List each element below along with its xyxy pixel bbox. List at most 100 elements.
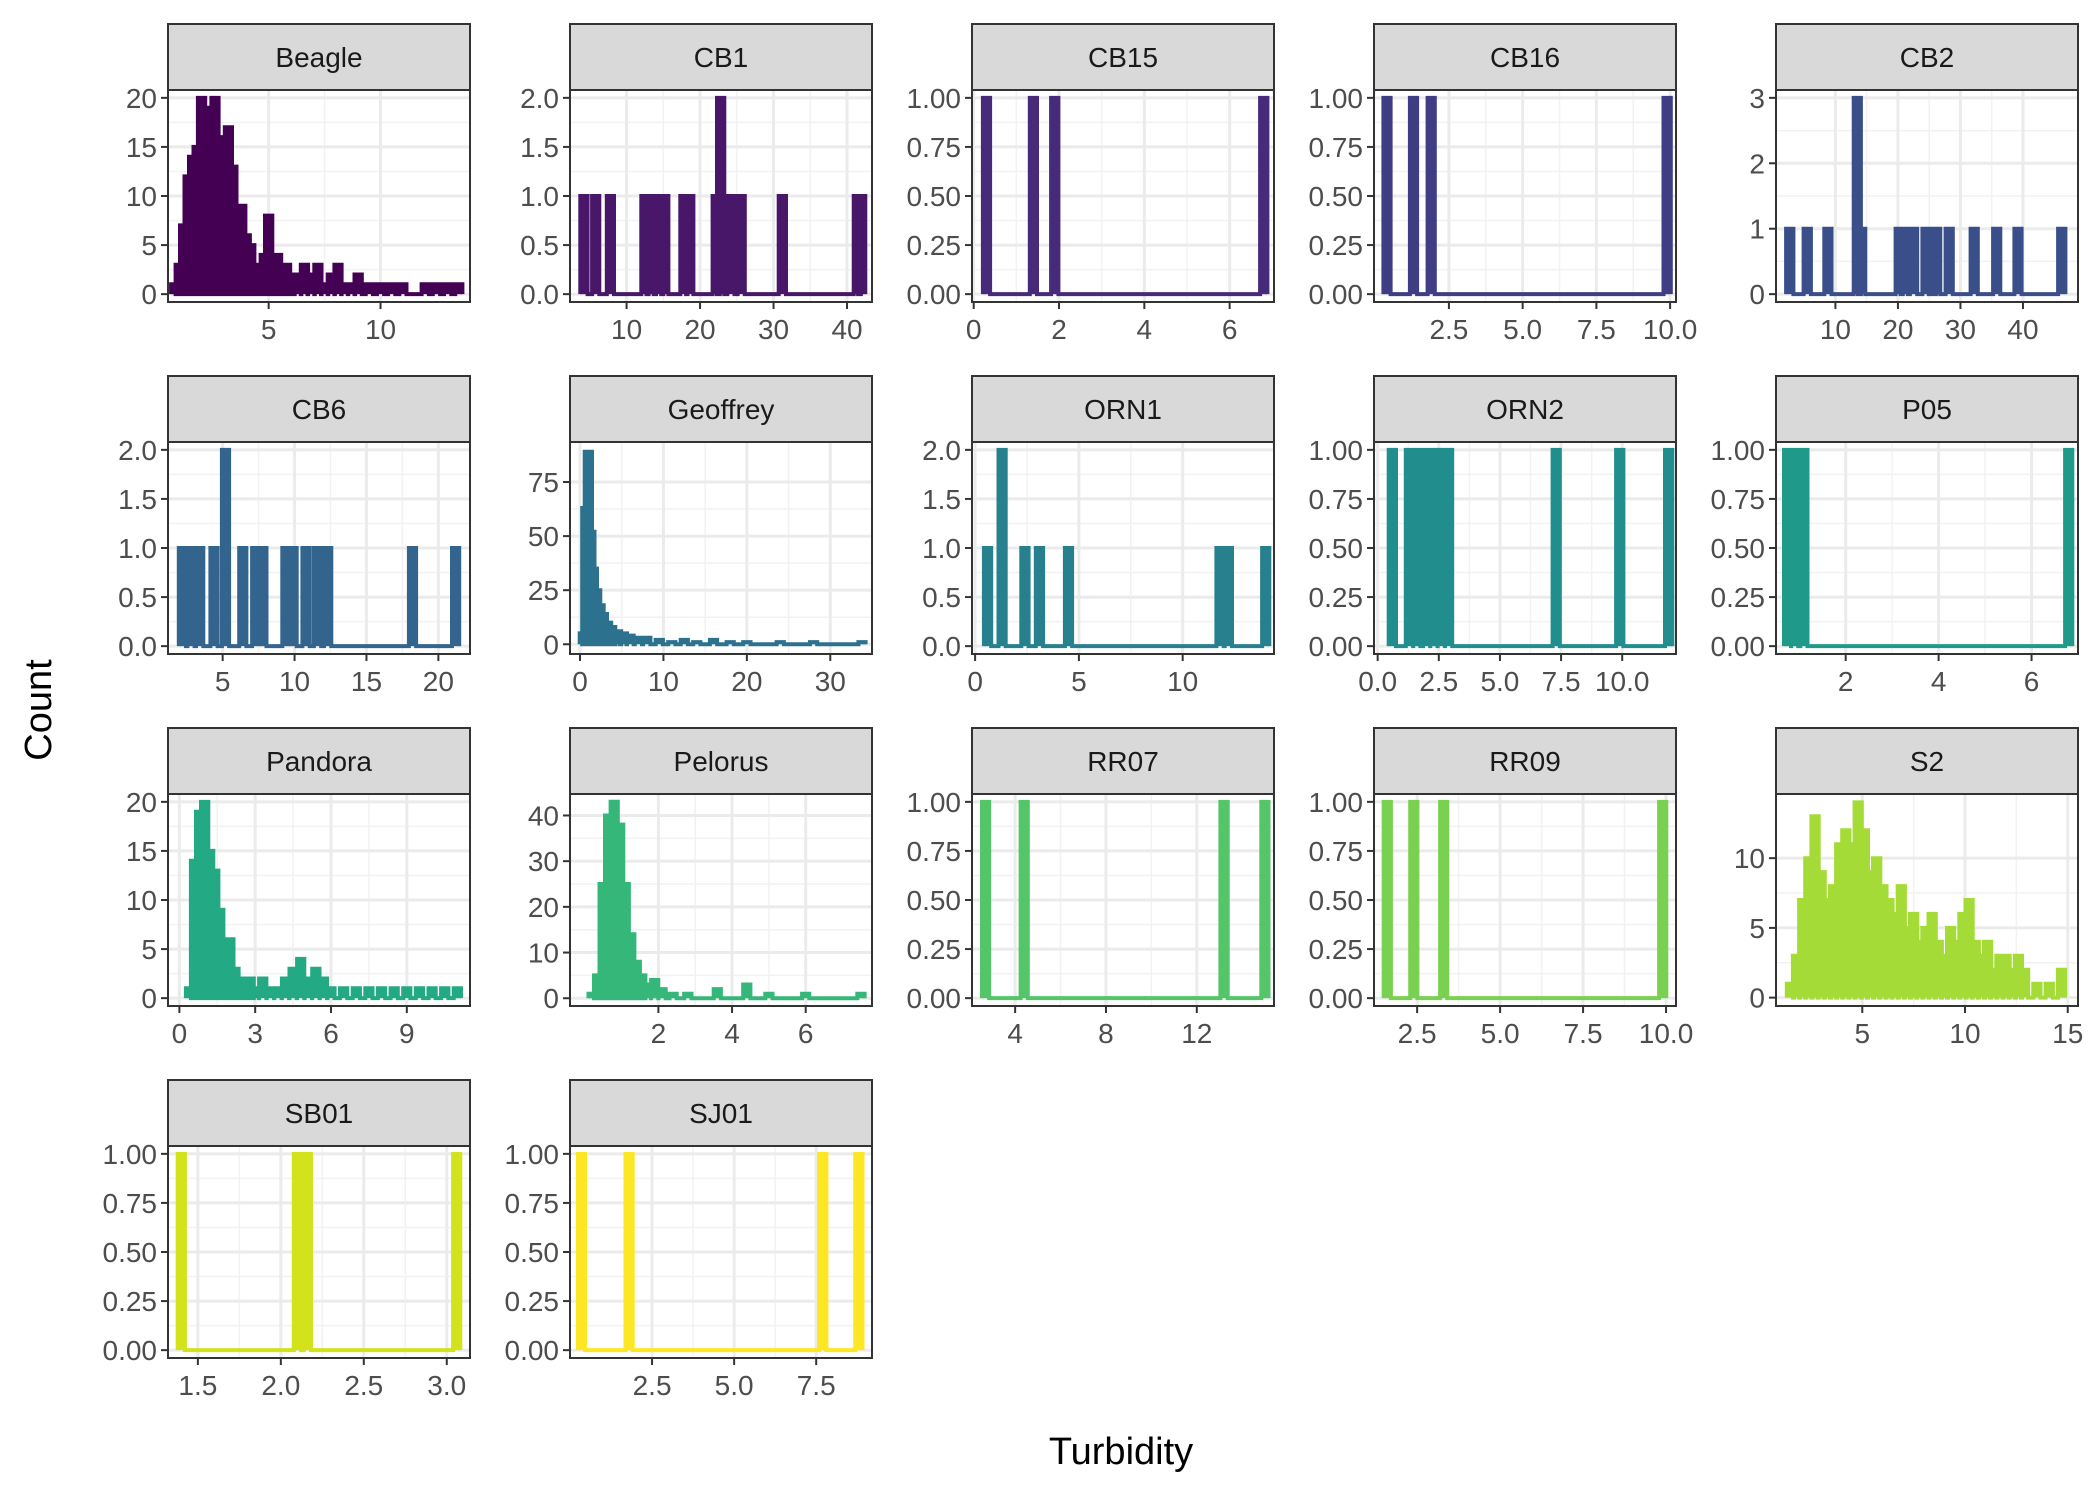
histogram-bar [302, 548, 310, 647]
y-tick-label: 0.50 [907, 181, 962, 212]
histogram-bar [281, 978, 290, 999]
y-tick-label: 0.75 [505, 1188, 560, 1219]
histogram-bar [196, 548, 204, 647]
histogram-bar [2014, 228, 2022, 295]
histogram-bar [1811, 816, 1819, 998]
x-tick-label: 10 [1820, 314, 1851, 345]
panel-border [1775, 89, 2079, 303]
histogram-bar [857, 993, 865, 999]
histogram-bar [347, 284, 356, 295]
series-line [1381, 799, 1669, 1001]
y-tick-label: 0.00 [103, 1335, 158, 1366]
panel-border [971, 441, 1275, 655]
histogram-bar [314, 264, 322, 295]
facet-strip [971, 727, 1275, 795]
series-line [578, 95, 868, 297]
y-tick-label: 1.00 [1711, 435, 1766, 466]
x-tick-label: 5.0 [1503, 314, 1542, 345]
panel-border [167, 1145, 471, 1359]
y-tick-label: 1.00 [103, 1139, 158, 1170]
x-tick-label: 4 [724, 1018, 740, 1049]
histogram-bar [390, 988, 398, 999]
y-tick-label: 0 [141, 983, 157, 1014]
histogram-bar [453, 988, 461, 999]
panel-border [1373, 89, 1677, 303]
histogram-bar [686, 196, 694, 295]
y-tick-label: 0.25 [1309, 582, 1364, 613]
facet-panel-sb01: SB01 1.5 2.0 2.5 3.0 0.00 0.25 0.50 0.75 1.00 [103, 1079, 471, 1401]
histogram-bar [982, 97, 991, 295]
x-tick-label: 10 [279, 666, 310, 697]
y-tick-label: 1.00 [1309, 435, 1364, 466]
histogram-bar [1953, 941, 1961, 998]
histogram-bar [274, 988, 282, 999]
y-tick-label: 2.0 [118, 435, 157, 466]
x-tick-label: 7.5 [797, 1370, 836, 1401]
y-axis-title: Count [18, 659, 60, 761]
histogram-bar [1945, 228, 1953, 295]
y-tick-label: 0.25 [1309, 934, 1364, 965]
histogram-bar [177, 1153, 185, 1351]
x-tick-label: 10 [1167, 666, 1198, 697]
panel-border [569, 89, 873, 303]
x-tick-label: 10 [648, 666, 679, 697]
histogram-bar [1792, 955, 1801, 998]
histogram-bar [1854, 802, 1862, 998]
x-axis-title: Turbidity [1049, 1431, 1193, 1473]
facet-panel-p05: P05 2 4 6 0.00 0.25 0.50 0.75 1.00 [1711, 375, 2079, 697]
y-tick-label: 0.50 [1711, 533, 1766, 564]
facet-strip [167, 23, 471, 91]
histogram-bar [307, 274, 315, 295]
histogram-bar [625, 1153, 633, 1351]
y-tick-label: 2 [1749, 148, 1765, 179]
y-tick-label: 40 [528, 800, 559, 831]
y-tick-label: 0 [543, 629, 559, 660]
histogram-bar [1665, 449, 1673, 647]
series-line [183, 799, 463, 1001]
histogram-bar [1805, 858, 1813, 998]
histogram-bar [388, 284, 396, 295]
facet-strip-label: CB6 [292, 394, 346, 425]
histogram-bar [428, 988, 436, 999]
histogram-bar [266, 988, 274, 999]
facet-panel-sj01: SJ01 2.5 5.0 7.5 0.00 0.25 0.50 0.75 1.00 [505, 1079, 873, 1401]
x-tick-label: 2.5 [1419, 666, 1458, 697]
x-tick-label: 2.0 [261, 1370, 300, 1401]
panel-border [971, 793, 1275, 1007]
y-tick-label: 20 [126, 787, 157, 818]
y-tick-label: 5 [1749, 913, 1765, 944]
x-tick-label: 20 [423, 666, 454, 697]
facet-panel-orn1: ORN1 0 5 10 0.0 0.5 1.0 1.5 2.0 [922, 375, 1275, 697]
histogram-bar [403, 988, 411, 999]
histogram-bar [1427, 97, 1435, 295]
y-tick-label: 0.75 [1309, 484, 1364, 515]
facet-strip [1775, 727, 2079, 795]
facet-strip-label: Pelorus [674, 746, 769, 777]
histogram-bar [1786, 228, 1794, 295]
histogram-bar [1440, 801, 1448, 999]
y-tick-label: 0.00 [1309, 631, 1364, 662]
facet-strip-label: Geoffrey [668, 394, 775, 425]
histogram-bar [455, 284, 463, 295]
panel-border [1373, 793, 1677, 1007]
histogram-bar [1437, 449, 1445, 647]
histogram-bar [669, 993, 677, 999]
histogram-bar [2014, 955, 2023, 998]
histogram-bar [998, 449, 1006, 647]
series-line [1782, 447, 2075, 649]
panel-border [1373, 441, 1677, 655]
histogram-bar [634, 637, 643, 645]
histogram-bar [1977, 955, 1986, 998]
histogram-bar [239, 548, 247, 647]
histogram-bar [982, 801, 990, 999]
y-tick-label: 10 [1734, 843, 1765, 874]
facet-panel-cb2: CB2 10 20 30 40 0 1 2 3 [1749, 23, 2079, 345]
y-tick-label: 0.75 [103, 1188, 158, 1219]
histogram-bar [684, 993, 692, 999]
y-tick-label: 0.00 [505, 1335, 560, 1366]
histogram-bar [1216, 548, 1224, 647]
series-line [1784, 800, 2068, 1000]
histogram-bar [1405, 449, 1414, 647]
x-tick-label: 4 [1007, 1018, 1023, 1049]
